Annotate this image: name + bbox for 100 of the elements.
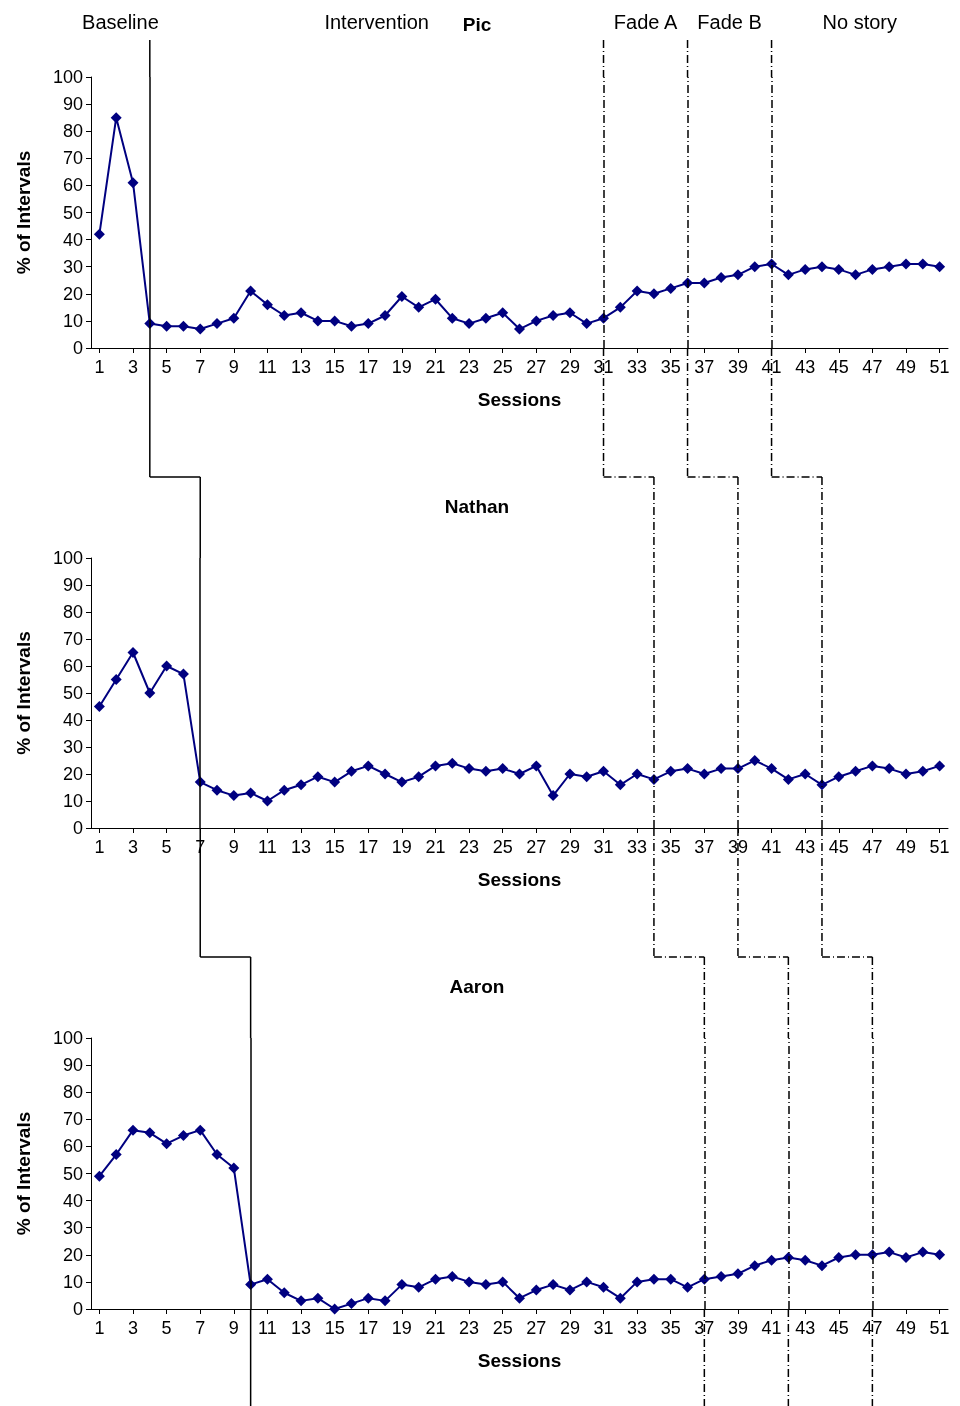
y-tick-label: 80 [62,121,83,142]
x-tick-label: 17 [358,837,379,857]
text: Intervention [324,11,429,33]
x-tick-label: 29 [559,1318,580,1338]
x-tick-label: 47 [862,837,883,857]
x-axis-title: Sessions [477,1350,562,1371]
x-tick-label: 23 [459,1318,480,1338]
x-tick-label: 9 [228,837,239,857]
chart-title: Pic [462,14,492,35]
x-tick-label: 41 [761,357,782,377]
text: Fade B [697,11,762,33]
y-tick-label: 40 [62,710,83,730]
y-tick-label: 100 [52,67,83,87]
x-tick-label: 31 [593,837,614,857]
y-tick-label: 60 [62,656,83,676]
y-tick-label: 100 [52,1028,83,1048]
x-tick-label: 39 [727,357,748,377]
x-tick-label: 35 [660,357,681,377]
x-tick-label: 33 [627,357,648,377]
x-tick-label: 43 [795,1318,816,1338]
x-tick-label: 47 [862,1318,883,1338]
x-tick-label: 45 [828,1318,849,1338]
y-tick-label: 10 [62,310,83,331]
x-tick-label: 3 [128,837,139,857]
x-tick-label: 27 [526,1318,547,1338]
x-tick-label: 51 [929,837,950,857]
y-tick-label: 30 [62,737,83,757]
y-tick-label: 70 [62,1109,83,1130]
x-tick-label: 25 [492,357,513,377]
y-tick-label: 0 [72,338,83,358]
y-tick-label: 30 [62,1217,83,1238]
x-tick-label: 9 [228,357,239,377]
y-tick-label: 20 [62,1244,83,1265]
x-tick-label: 13 [291,357,312,377]
x-tick-label: 39 [727,837,748,857]
y-tick-label: 20 [62,283,83,304]
x-tick-label: 49 [895,357,917,377]
x-tick-label: 17 [358,357,379,377]
x-tick-label: 25 [492,1318,513,1338]
y-tick-label: 40 [62,229,83,250]
x-tick-label: 27 [526,837,547,857]
x-tick-label: 45 [828,357,849,377]
x-tick-label: 29 [559,837,580,857]
x-tick-label: 5 [161,837,172,857]
x-tick-label: 23 [459,837,480,857]
x-tick-label: 37 [694,357,715,377]
x-tick-label: 37 [694,1318,715,1338]
x-tick-label: 23 [459,357,480,377]
x-tick-label: 31 [593,357,614,377]
x-tick-label: 5 [161,357,172,377]
y-tick-label: 70 [62,629,83,649]
x-tick-label: 15 [324,1318,345,1338]
x-tick-label: 13 [291,1318,312,1338]
x-tick-label: 49 [895,837,917,857]
x-tick-label: 3 [128,357,139,377]
chart-title: Nathan [444,496,510,517]
x-tick-label: 1 [94,1318,105,1338]
x-tick-label: 11 [258,1318,277,1338]
y-tick-label: 50 [62,202,83,223]
y-tick-label: 50 [62,1163,83,1184]
x-tick-label: 11 [258,837,277,857]
y-axis-title: % of Intervals [13,1111,34,1236]
x-tick-label: 11 [258,357,277,377]
x-axis-title: Sessions [477,869,562,890]
y-tick-label: 60 [62,175,83,196]
x-tick-label: 43 [795,357,816,377]
x-tick-label: 37 [694,837,715,857]
x-tick-label: 49 [895,1318,917,1338]
y-tick-label: 0 [72,1299,83,1319]
x-tick-label: 9 [228,1318,239,1338]
x-tick-label: 7 [195,357,206,377]
x-axis-title: Sessions [477,389,562,410]
x-tick-label: 15 [324,837,345,857]
x-tick-label: 19 [391,357,412,377]
x-tick-label: 7 [195,1318,206,1338]
y-tick-label: 90 [62,575,83,595]
y-tick-label: 80 [62,1082,83,1103]
y-tick-label: 50 [62,683,83,703]
x-tick-label: 1 [94,357,105,377]
x-tick-label: 21 [425,1318,446,1338]
x-tick-label: 19 [391,837,412,857]
x-tick-label: 45 [828,837,849,857]
x-tick-label: 21 [425,357,446,377]
x-tick-label: 39 [727,1318,748,1338]
y-tick-label: 10 [62,1271,83,1292]
y-tick-label: 0 [72,818,83,838]
x-tick-label: 35 [660,837,681,857]
x-tick-label: 31 [593,1318,614,1338]
x-tick-label: 13 [291,837,312,857]
x-tick-label: 33 [627,837,648,857]
x-tick-label: 15 [324,357,345,377]
chart-title: Aaron [449,976,505,997]
y-axis-title: % of Intervals [13,150,34,275]
x-tick-label: 5 [161,1318,172,1338]
x-tick-label: 29 [559,357,580,377]
x-tick-label: 51 [929,1318,950,1338]
x-tick-label: 3 [128,1318,139,1338]
y-tick-label: 90 [62,94,83,115]
x-tick-label: 41 [761,1318,782,1338]
x-tick-label: 41 [761,837,782,857]
